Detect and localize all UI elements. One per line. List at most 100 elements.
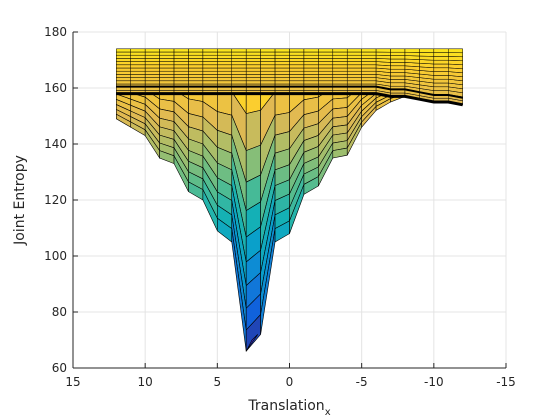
surface-top-face xyxy=(274,51,290,56)
surface-top-face xyxy=(173,58,189,62)
surface-top-face xyxy=(144,77,160,82)
surface-top-face xyxy=(202,74,218,78)
surface-face xyxy=(274,112,290,136)
surface-top-face xyxy=(173,74,189,78)
surface-top-face xyxy=(289,67,305,72)
surface-top-face xyxy=(303,64,319,69)
surface-top-face xyxy=(217,70,233,75)
surface-top-face xyxy=(231,51,247,56)
surface-top-face xyxy=(289,77,305,82)
surface-top-face xyxy=(274,74,290,78)
surface-top-face xyxy=(433,71,449,76)
surface-top-face xyxy=(332,74,348,78)
surface-top-face xyxy=(188,74,204,78)
surface-top-face xyxy=(274,48,290,53)
surface-edge-band xyxy=(116,92,463,107)
surface-top-face xyxy=(130,77,146,82)
y-tick-label: 60 xyxy=(52,361,67,375)
surface-top-face xyxy=(318,80,334,85)
surface-top-face xyxy=(159,51,175,56)
surface-top-face xyxy=(433,59,449,65)
surface-top-face xyxy=(332,58,348,62)
surface-top-face xyxy=(361,86,377,91)
surface-top-face xyxy=(361,61,377,66)
surface-top-face xyxy=(419,52,435,57)
surface-top-face xyxy=(346,54,362,59)
surface-top-face xyxy=(188,54,204,59)
surface-top-face xyxy=(245,48,261,53)
surface-top-face xyxy=(303,54,319,59)
surface-top-face xyxy=(318,70,334,75)
surface-top-face xyxy=(260,54,276,59)
surface-top-face xyxy=(274,58,290,62)
x-tick-label: -5 xyxy=(356,375,368,389)
surface-top-face xyxy=(332,77,348,82)
surface-top-face xyxy=(245,74,261,78)
surface-top-face xyxy=(390,68,406,73)
surface-top-face xyxy=(289,70,305,75)
surface-top-face xyxy=(303,77,319,82)
surface-top-face xyxy=(144,67,160,72)
surface-top-face xyxy=(202,54,218,59)
surface-top-face xyxy=(361,70,377,75)
surface-top-face xyxy=(332,64,348,69)
surface-top-face xyxy=(130,58,146,62)
surface-top-face xyxy=(116,67,131,72)
surface-top-face xyxy=(433,67,449,72)
surface-top-face xyxy=(130,70,146,75)
surface-top-face xyxy=(173,51,189,56)
surface-top-face xyxy=(202,61,218,66)
surface-top-face xyxy=(274,64,290,69)
surface-top-face xyxy=(188,61,204,66)
surface-top-face xyxy=(173,80,189,85)
surface-top-face xyxy=(332,54,348,59)
surface-top-face xyxy=(433,78,449,84)
surface-top-face xyxy=(318,86,334,91)
surface-top-face xyxy=(332,48,348,53)
surface-top-face xyxy=(419,48,435,53)
surface-top-face xyxy=(231,67,247,72)
surface-top-face xyxy=(433,82,449,88)
surface-top-face xyxy=(260,48,276,53)
surface-top-face xyxy=(303,70,319,75)
surface-face xyxy=(245,109,261,152)
surface-top-face xyxy=(433,90,449,95)
surface-top-face xyxy=(448,52,463,58)
surface-top-face xyxy=(289,80,305,85)
surface-top-face xyxy=(144,74,160,78)
surface-top-face xyxy=(274,80,290,85)
surface-top-face xyxy=(173,86,189,91)
surface-top-face xyxy=(144,80,160,85)
surface-top-face xyxy=(289,48,305,53)
y-tick-label: 100 xyxy=(44,249,67,263)
surface-top-face xyxy=(303,80,319,85)
surface-top-face xyxy=(245,54,261,59)
y-axis-label: Joint Entropy xyxy=(12,155,28,246)
surface-top-face xyxy=(116,74,131,78)
surface-top-face xyxy=(289,58,305,62)
surface-top-face xyxy=(231,61,247,66)
surface-top-face xyxy=(245,86,261,91)
surface-top-face xyxy=(303,58,319,62)
surface-top-face xyxy=(390,62,406,67)
surface-top-face xyxy=(188,64,204,69)
surface-top-face xyxy=(332,86,348,91)
surface-top-face xyxy=(260,64,276,69)
surface-top-face xyxy=(188,51,204,56)
surface-top-face xyxy=(274,70,290,75)
surface-top-face xyxy=(144,61,160,66)
surface-top-face xyxy=(144,70,160,75)
surface-top-face xyxy=(361,80,377,85)
surface-top-face xyxy=(130,61,146,66)
surface-top-face xyxy=(390,82,406,87)
surface-top-face xyxy=(231,74,247,78)
surface-top-face xyxy=(159,48,175,53)
surface-top-face xyxy=(116,54,131,59)
surface-top-face xyxy=(346,67,362,72)
surface-top-face xyxy=(390,48,406,53)
surface-top-face xyxy=(346,70,362,75)
surface-top-face xyxy=(390,79,406,84)
surface-top-face xyxy=(346,80,362,85)
surface-top-face xyxy=(188,67,204,72)
y-tick-label: 160 xyxy=(44,81,67,95)
